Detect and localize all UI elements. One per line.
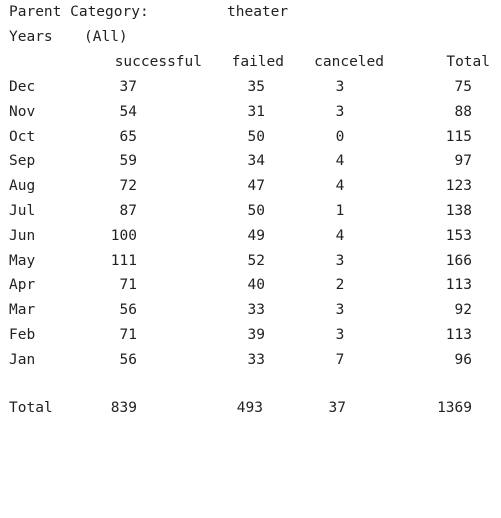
grand-total-label: Total [9,400,53,416]
column-header-canceled: canceled [314,54,384,70]
cell-total: 92 [454,302,472,319]
cell-failed: 34 [247,153,265,170]
row-label: Mar [9,302,36,319]
row-label: Dec [9,79,36,95]
table-row: Oct 65 50 0 115 [0,127,501,147]
grand-total-failed: 493 [236,400,263,416]
cell-successful: 71 [119,327,137,343]
cell-total: 88 [454,103,472,120]
cell-failed: 49 [247,227,265,244]
cell-canceled: 4 [335,227,345,244]
table-row: Mar 56 33 3 92 [0,300,501,320]
cell-failed: 50 [247,128,265,145]
cell-successful: 72 [119,178,137,195]
cell-failed: 39 [247,327,265,343]
row-label: Jun [9,227,36,244]
cell-canceled: 3 [335,302,345,319]
table-row: Jun 100 49 4 153 [0,226,501,246]
row-label: Nov [9,103,36,120]
cell-total: 166 [445,252,472,269]
cell-canceled: 7 [335,351,345,368]
cell-failed: 52 [247,252,265,269]
cell-canceled: 3 [335,327,345,343]
table-row: Sep 59 34 4 97 [0,151,501,171]
table-row: Nov 54 31 3 88 [0,102,501,122]
grand-total-canceled: 37 [328,400,346,416]
cell-total: 123 [445,178,472,195]
cell-successful: 100 [110,227,137,244]
row-label: Sep [9,153,36,170]
cell-failed: 35 [247,79,265,95]
table-row: Jan 56 33 7 96 [0,350,501,370]
grand-total-successful: 839 [110,400,137,416]
cell-total: 97 [454,153,472,170]
grand-total-row: Total 839 493 37 1369 [0,398,501,418]
table-row: Jul 87 50 1 138 [0,201,501,221]
grand-total-total: 1369 [437,400,472,416]
column-header-successful: successful [114,54,202,70]
cell-canceled: 3 [335,252,345,269]
cell-successful: 111 [110,252,137,269]
cell-total: 75 [454,79,472,95]
cell-total: 113 [445,327,472,343]
row-label: Jul [9,203,36,219]
years-filter: Years (All) [0,27,501,47]
table-row: May 111 52 3 166 [0,251,501,271]
cell-successful: 37 [119,79,137,95]
cell-failed: 31 [247,103,265,120]
row-label: Oct [9,128,36,145]
cell-successful: 56 [119,351,137,368]
cell-successful: 65 [119,128,137,145]
column-header-row: successful failed canceled Total [0,52,501,72]
cell-successful: 59 [119,153,137,170]
cell-failed: 40 [247,277,265,294]
row-label: Feb [9,327,36,343]
row-label: Jan [9,351,36,368]
cell-total: 113 [445,277,472,294]
table-row: Apr 71 40 2 113 [0,275,501,295]
cell-failed: 50 [247,203,265,219]
cell-canceled: 4 [335,153,345,170]
cell-total: 138 [445,203,472,219]
table-row: Aug 72 47 4 123 [0,176,501,196]
cell-successful: 54 [119,103,137,120]
cell-successful: 71 [119,277,137,294]
cell-total: 153 [445,227,472,244]
cell-successful: 87 [119,203,137,219]
years-label: Years [9,29,53,45]
table-row: Feb 71 39 3 113 [0,325,501,345]
table-row: Dec 37 35 3 75 [0,77,501,97]
years-value[interactable]: (All) [84,29,128,45]
parent-category-filter: Parent Category: theater [0,2,501,22]
column-header-failed: failed [231,54,284,70]
row-label: Aug [9,178,36,195]
cell-canceled: 2 [335,277,345,294]
row-label: May [9,252,36,269]
cell-failed: 47 [247,178,265,195]
cell-successful: 56 [119,302,137,319]
cell-canceled: 0 [335,128,345,145]
row-label: Apr [9,277,36,294]
cell-total: 115 [445,128,472,145]
cell-canceled: 3 [335,103,345,120]
parent-category-label: Parent Category: [9,4,149,20]
cell-canceled: 3 [335,79,345,95]
column-header-total: Total [446,54,490,70]
cell-total: 96 [454,351,472,368]
cell-canceled: 1 [335,203,345,219]
cell-failed: 33 [247,351,265,368]
cell-canceled: 4 [335,178,345,195]
cell-failed: 33 [247,302,265,319]
parent-category-value[interactable]: theater [227,4,289,20]
